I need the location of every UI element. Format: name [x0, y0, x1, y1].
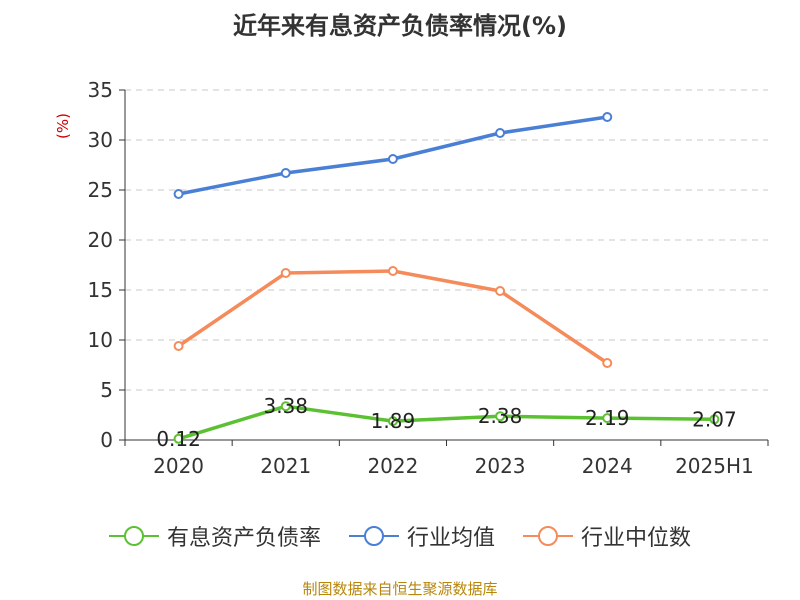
data-point	[602, 413, 613, 424]
series-line-2	[177, 269, 609, 365]
data-label: 0.12	[156, 427, 201, 451]
y-tick-label: 15	[88, 278, 113, 302]
data-point	[387, 154, 398, 164]
y-tick-label: 30	[88, 128, 113, 152]
legend-label: 有息资产负债率	[166, 526, 321, 551]
data-label: 2.07	[692, 407, 737, 431]
data-label: 1.89	[371, 409, 416, 433]
y-tick-label: 20	[88, 228, 113, 252]
x-tick-label: 2025H1	[675, 454, 754, 478]
legend-item-industry-median[interactable]: 行业中位数	[523, 520, 691, 552]
x-tick-label: 2021	[260, 454, 311, 478]
y-tick-label: 25	[88, 178, 113, 202]
y-tick-label: 10	[88, 328, 113, 352]
data-label: 2.19	[585, 406, 630, 430]
legend-item-industry-mean[interactable]: 行业均值	[348, 520, 495, 552]
y-axis-label: (%)	[54, 113, 72, 139]
legend: 有息资产负债率 行业均值 行业中位数	[0, 520, 800, 552]
x-tick-label: 2022	[367, 454, 418, 478]
series-line-0	[178, 404, 715, 441]
x-tick-label: 2024	[582, 454, 633, 478]
line-chart: 0 5 10 15 20 25 30 35 2020 2021 2022 2023 2024 2025H1…	[54, 78, 769, 478]
data-point	[495, 286, 506, 296]
data-label: 3.38	[263, 394, 308, 418]
legend-label: 行业中位数	[581, 526, 692, 551]
data-point	[280, 401, 291, 412]
legend-marker-icon	[523, 526, 573, 546]
legend-label: 行业均值	[406, 526, 495, 551]
legend-marker-icon	[348, 526, 399, 546]
x-tick-label: 2023	[475, 454, 526, 478]
data-point	[173, 341, 184, 351]
data-point	[602, 112, 613, 122]
data-point	[709, 414, 720, 425]
data-point	[602, 358, 613, 368]
data-point	[387, 416, 398, 427]
data-point	[280, 268, 291, 278]
data-point	[495, 128, 506, 138]
legend-marker-icon	[108, 526, 159, 546]
data-point	[387, 266, 398, 276]
data-point	[280, 168, 291, 178]
data-point	[495, 411, 506, 422]
x-tick-label: 2020	[153, 454, 204, 478]
data-point	[173, 433, 184, 444]
y-tick-label: 35	[88, 78, 113, 102]
chart-title: 近年来有息资产负债率情况(%)	[233, 12, 567, 40]
data-label: 2.38	[478, 404, 523, 428]
legend-item-interest-debt-ratio[interactable]: 有息资产负债率	[108, 520, 321, 552]
source-note: 制图数据来自恒生聚源数据库	[302, 580, 498, 598]
y-tick-label: 5	[100, 378, 113, 402]
data-point	[173, 189, 184, 199]
y-tick-label: 0	[100, 428, 113, 452]
